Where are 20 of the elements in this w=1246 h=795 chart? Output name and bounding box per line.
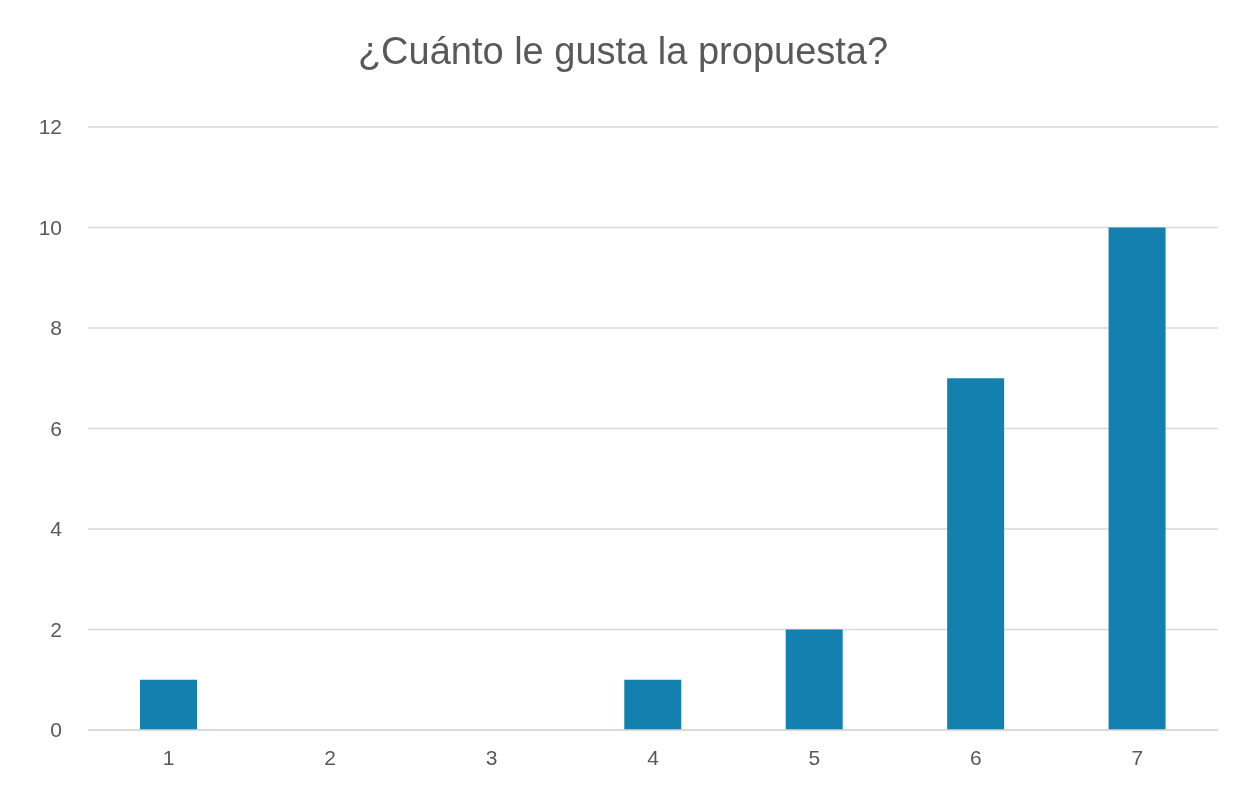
y-tick-label: 2 [50,617,62,641]
chart-title: ¿Cuánto le gusta la propuesta? [356,29,890,74]
y-tick-label: 8 [50,316,62,340]
x-tick-label: 6 [970,745,982,769]
bar [1108,227,1166,730]
bar [140,679,197,730]
y-tick-label: 4 [50,517,63,541]
x-tick-label: 7 [1131,745,1144,769]
y-tick-label: 0 [50,718,62,742]
y-tick-label: 6 [50,416,62,440]
x-tick-label: 3 [485,745,498,769]
y-tick-label: 10 [38,215,62,239]
x-tick-label: 4 [647,745,660,769]
y-tick-label: 12 [38,115,62,139]
x-tick-label: 2 [324,745,336,769]
x-tick-label: 5 [808,745,821,769]
bar [947,378,1005,730]
x-tick-label: 1 [162,745,175,769]
bar [624,679,682,730]
bar [785,629,843,730]
